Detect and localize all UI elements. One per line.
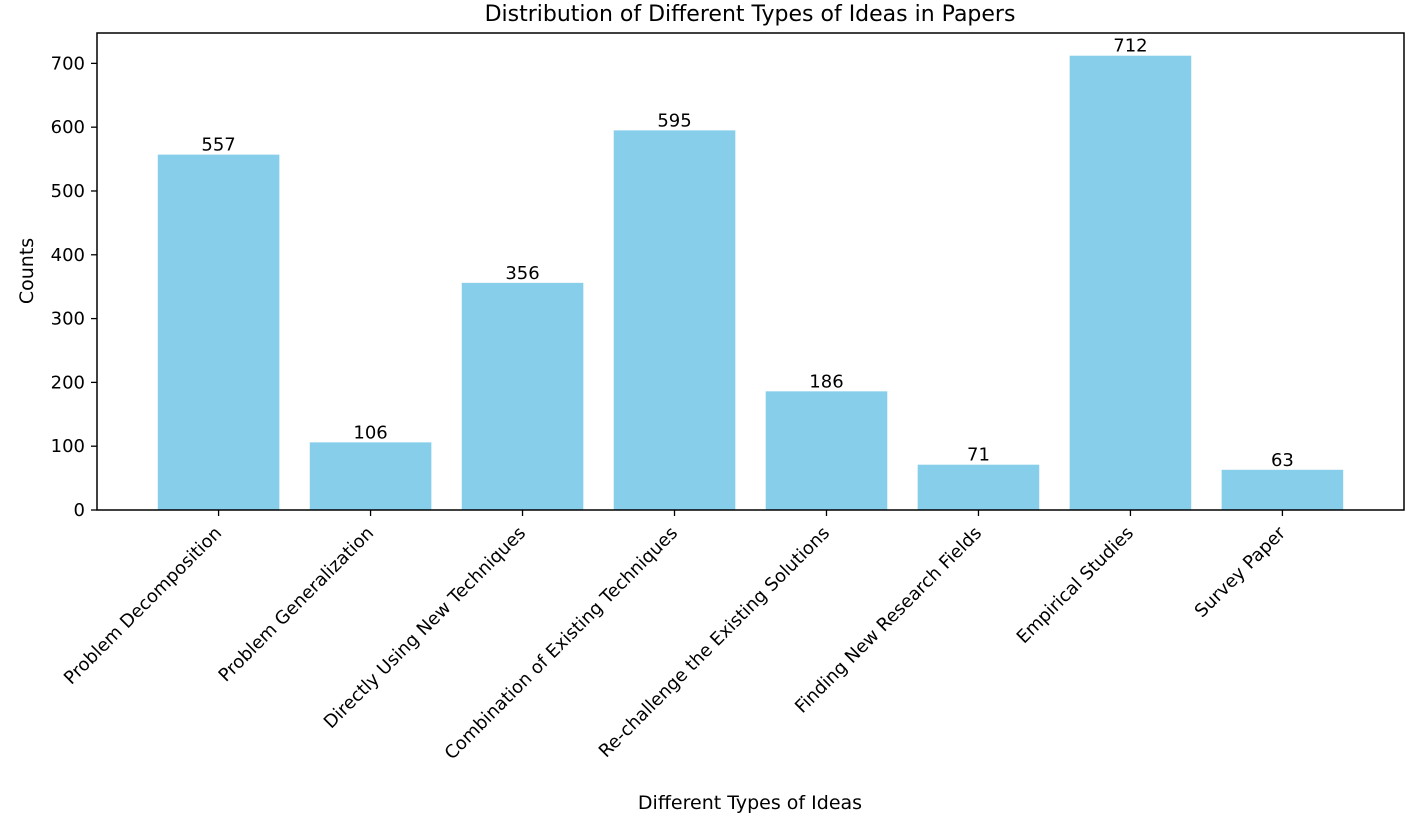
x-tick-label-6: Empirical Studies [1013,523,1138,648]
y-tick-label-5: 500 [51,181,85,202]
bar-labels-group: 557 106 356 595 186 71 712 63 [201,36,1293,471]
y-tick-label-0: 0 [74,500,85,521]
bar-value-label-4: 186 [809,371,843,392]
bar-value-label-7: 63 [1271,450,1294,471]
bar-value-label-1: 106 [353,422,387,443]
bar-value-label-6: 712 [1113,36,1147,57]
x-axis-label: Different Types of Ideas [638,792,862,814]
bar-1 [309,442,432,510]
bars-group [157,55,1344,511]
x-tick-label-1: Problem Generalization [215,523,378,686]
x-tick-label-5: Finding New Research Fields [791,523,986,718]
y-tick-label-7: 700 [51,53,85,74]
y-axis: 0 100 200 300 400 500 600 700 [51,53,97,521]
bar-value-label-2: 356 [505,263,539,284]
y-tick-label-2: 200 [51,372,85,393]
bar-6 [1069,55,1192,511]
bar-value-label-3: 595 [657,110,691,131]
bar-3 [613,130,736,510]
bar-5 [917,464,1040,510]
bar-7 [1221,469,1344,510]
y-tick-label-4: 400 [51,245,85,266]
x-tick-label-7: Survey Paper [1191,522,1291,622]
chart-title: Distribution of Different Types of Ideas… [485,2,1016,27]
bar-0 [157,154,280,511]
y-tick-label-6: 600 [51,117,85,138]
y-axis-label: Counts [16,238,38,304]
bar-4 [765,391,888,510]
bar-2 [461,282,584,510]
plot-area-frame [96,32,1405,511]
x-tick-label-0: Problem Decomposition [60,523,226,689]
x-tick-label-3: Combination of Existing Techniques [441,523,682,764]
bar-value-label-0: 557 [201,135,235,156]
bar-value-label-5: 71 [967,445,990,466]
y-tick-label-1: 100 [51,436,85,457]
y-tick-label-3: 300 [51,309,85,330]
